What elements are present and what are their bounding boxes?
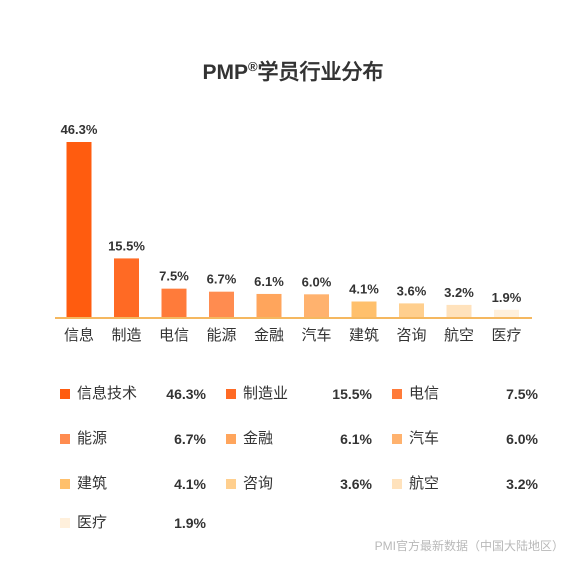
data-label: 6.0% xyxy=(302,274,332,289)
chart-title: PMP®学员行业分布 xyxy=(202,59,384,84)
data-label: 6.7% xyxy=(207,272,237,287)
legend-swatch xyxy=(392,479,402,489)
x-tick-label: 制造 xyxy=(111,326,141,344)
legend-item: 咨询 3.6% xyxy=(226,473,372,495)
legend-label: 制造业 xyxy=(243,385,289,402)
data-label: 4.1% xyxy=(349,282,379,297)
legend-value: 46.3% xyxy=(166,386,206,402)
legend-label: 信息技术 xyxy=(77,385,138,402)
bar-咨询 xyxy=(399,303,424,317)
legend-item: 制造业 15.5% xyxy=(226,383,372,405)
bar-医疗 xyxy=(494,309,519,317)
legend-swatch xyxy=(60,518,70,528)
legend-label: 金融 xyxy=(243,430,274,447)
legend-swatch xyxy=(392,389,402,399)
legend-item: 航空 3.2% xyxy=(392,473,538,495)
bar-航空 xyxy=(446,304,472,317)
legend-value: 6.1% xyxy=(340,431,372,447)
legend-swatch xyxy=(60,389,70,399)
legend-swatch xyxy=(392,434,402,444)
bar-汽车 xyxy=(304,294,329,317)
legend-label: 能源 xyxy=(77,430,108,447)
legend-swatch xyxy=(226,434,236,444)
legend-label: 电信 xyxy=(409,385,440,402)
legend-swatch xyxy=(226,389,236,399)
source-note: PMI官方最新数据（中国大陆地区） xyxy=(374,539,564,553)
legend-value: 7.5% xyxy=(506,386,538,402)
bar-电信 xyxy=(161,288,187,317)
legend-item: 信息技术 46.3% xyxy=(60,383,206,405)
legend-label: 咨询 xyxy=(243,475,274,492)
bar-能源 xyxy=(209,291,234,317)
legend-value: 6.7% xyxy=(174,431,206,447)
legend-item: 建筑 4.1% xyxy=(60,473,206,495)
bar-信息 xyxy=(66,142,92,317)
legend-item: 金融 6.1% xyxy=(226,428,372,450)
legend-value: 3.6% xyxy=(340,476,372,492)
legend-value: 4.1% xyxy=(174,476,206,492)
legend-value: 15.5% xyxy=(332,386,372,402)
data-label: 6.1% xyxy=(254,274,284,289)
legend-label: 建筑 xyxy=(77,475,108,492)
x-tick-label: 汽车 xyxy=(301,326,331,344)
bar-建筑 xyxy=(351,301,377,317)
data-label: 3.2% xyxy=(444,285,474,300)
bar-制造 xyxy=(114,258,139,317)
data-label: 7.5% xyxy=(159,269,189,284)
x-tick-label: 咨询 xyxy=(396,326,426,344)
x-tick-label: 航空 xyxy=(444,326,474,344)
x-tick-label: 信息 xyxy=(64,326,94,344)
legend-swatch xyxy=(60,434,70,444)
x-tick-label: 医疗 xyxy=(491,326,521,344)
legend-item: 汽车 6.0% xyxy=(392,428,538,450)
legend-item: 能源 6.7% xyxy=(60,428,206,450)
x-tick-label: 电信 xyxy=(159,326,189,344)
legend-item: 医疗 1.9% xyxy=(60,512,206,534)
legend-label: 汽车 xyxy=(409,430,440,447)
data-label: 1.9% xyxy=(492,290,522,305)
x-tick-label: 能源 xyxy=(206,326,236,344)
legend-swatch xyxy=(226,479,236,489)
legend-value: 3.2% xyxy=(506,476,538,492)
bar-金融 xyxy=(256,293,282,317)
legend-value: 1.9% xyxy=(174,515,206,531)
x-tick-label: 建筑 xyxy=(349,326,379,344)
x-tick-label: 金融 xyxy=(254,326,284,344)
data-label: 3.6% xyxy=(397,283,427,298)
legend-swatch xyxy=(60,479,70,489)
legend-label: 航空 xyxy=(409,475,440,492)
data-label: 46.3% xyxy=(61,122,98,137)
legend-label: 医疗 xyxy=(77,514,108,531)
legend-item: 电信 7.5% xyxy=(392,383,538,405)
bar-chart: 46.3% 信息 15.5% 制造 7.5% 电信 6.7% 能源 6.1% 金融 6.0% 汽车 4.… xyxy=(55,122,532,344)
data-label: 15.5% xyxy=(108,238,145,253)
legend-value: 6.0% xyxy=(506,431,538,447)
